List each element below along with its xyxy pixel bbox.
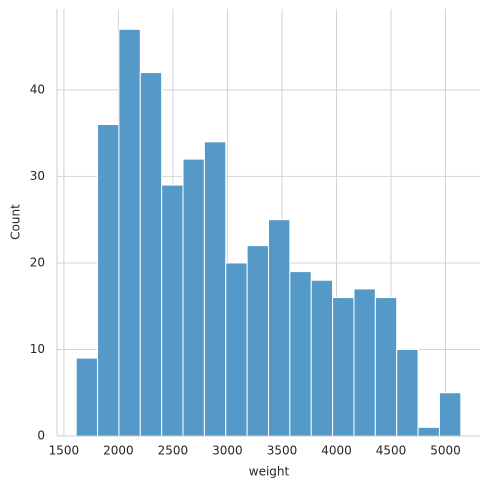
bar <box>353 288 376 437</box>
x-tick-label: 1500 <box>49 444 80 458</box>
bar <box>118 28 141 437</box>
bar <box>246 245 270 437</box>
bar <box>268 219 291 437</box>
x-tick-label: 3500 <box>267 444 298 458</box>
bar <box>161 184 184 437</box>
bar <box>139 72 163 437</box>
bar <box>75 357 99 437</box>
bar <box>310 279 334 437</box>
bar <box>438 392 462 437</box>
x-tick-label: 2000 <box>103 444 134 458</box>
x-tick-label: 4500 <box>376 444 407 458</box>
bar <box>332 297 355 437</box>
bar <box>97 124 120 437</box>
bar <box>182 158 205 437</box>
bar <box>203 141 227 437</box>
bar <box>417 426 440 437</box>
bar <box>374 297 398 437</box>
y-tick-label: 0 <box>37 429 45 443</box>
bar <box>225 262 248 437</box>
x-tick-label: 2500 <box>158 444 189 458</box>
y-tick-label: 30 <box>30 169 45 183</box>
x-tick-label: 4000 <box>321 444 352 458</box>
y-tick-label: 40 <box>30 82 45 96</box>
bar <box>289 271 312 437</box>
x-axis-label: weight <box>249 465 290 479</box>
bar <box>396 348 419 437</box>
y-tick-label: 20 <box>30 255 45 269</box>
x-tick-label: 3000 <box>212 444 243 458</box>
x-tick-label: 5000 <box>430 444 461 458</box>
y-tick-label: 10 <box>30 342 45 356</box>
y-axis-label: Count <box>9 204 23 240</box>
